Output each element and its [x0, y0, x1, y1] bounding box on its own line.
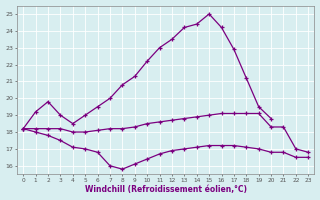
X-axis label: Windchill (Refroidissement éolien,°C): Windchill (Refroidissement éolien,°C) — [85, 185, 247, 194]
